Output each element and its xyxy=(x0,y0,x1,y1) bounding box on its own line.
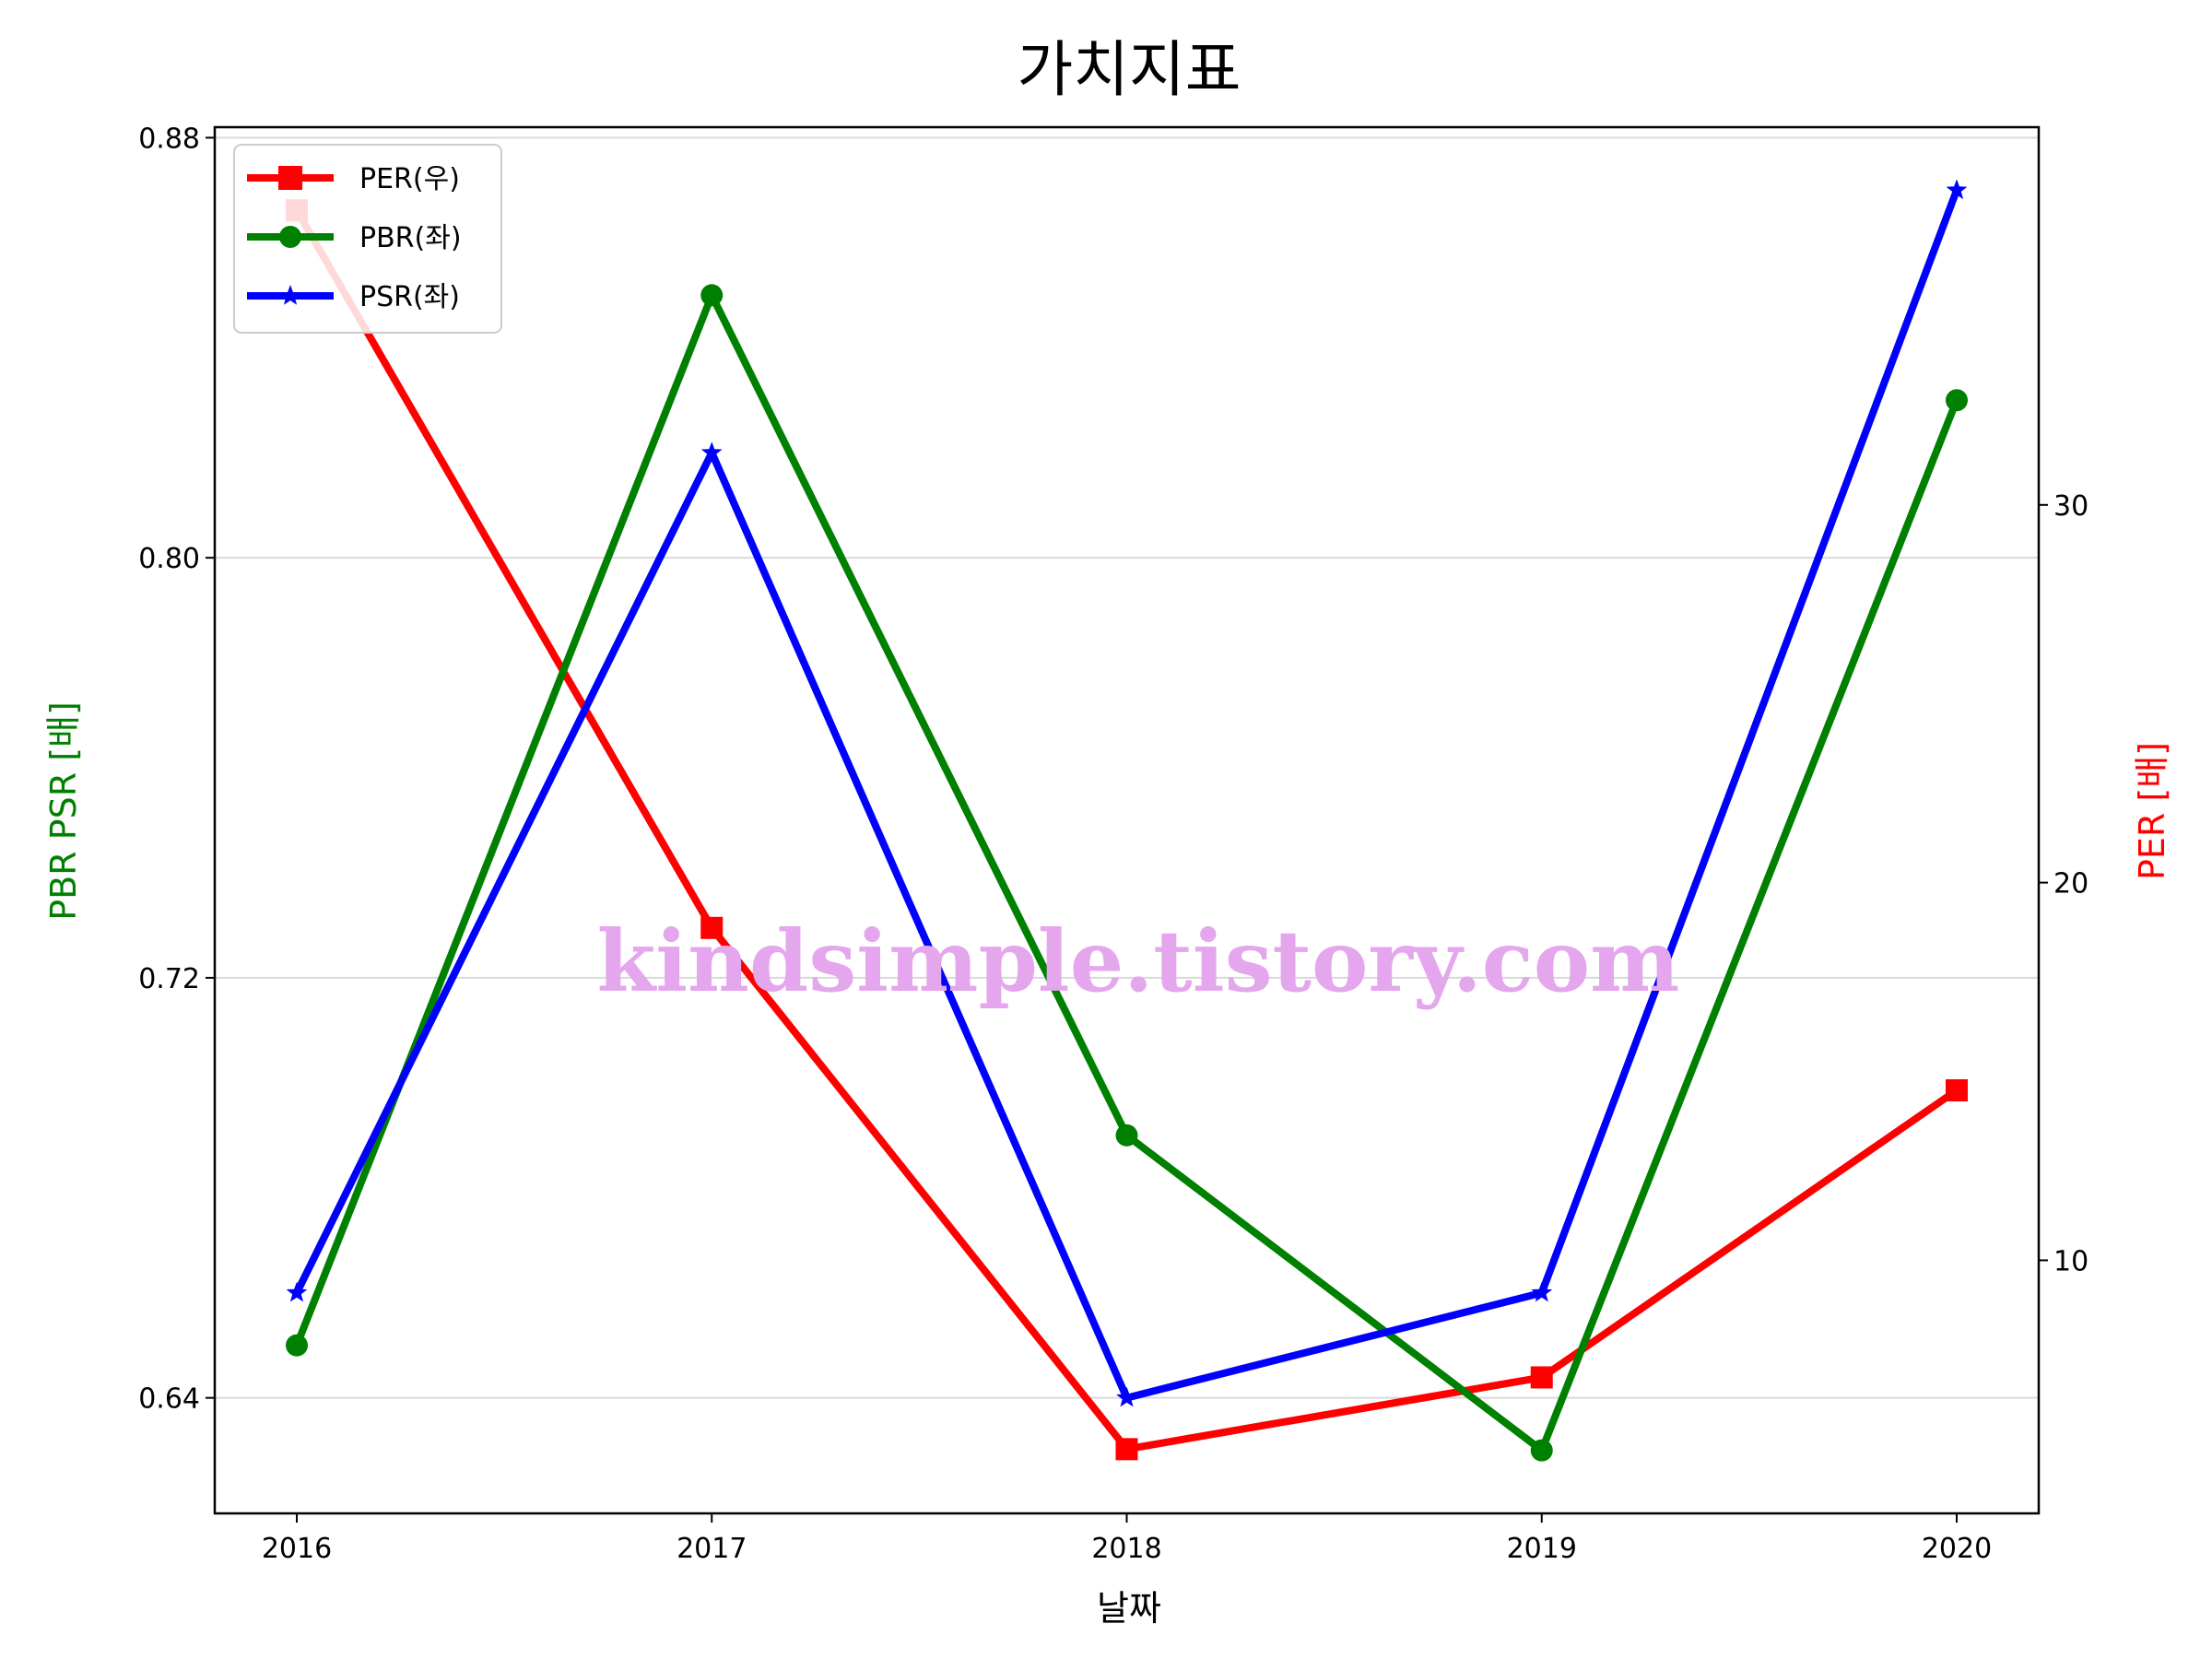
data-point-psr xyxy=(286,1281,308,1302)
y-left-tick-label: 0.80 xyxy=(138,543,200,575)
data-point-psr xyxy=(1531,1281,1553,1302)
series-layer xyxy=(286,179,1968,1462)
y-right-tick-label: 30 xyxy=(2053,490,2088,523)
x-tick-label: 2019 xyxy=(1507,1533,1577,1565)
plot-area-frame xyxy=(213,125,2041,1515)
data-point-per xyxy=(1530,1366,1553,1389)
data-point-per xyxy=(700,916,724,939)
legend-label-psr: PSR(좌) xyxy=(359,281,460,313)
legend-marker-pbr xyxy=(279,226,301,248)
data-point-psr xyxy=(1946,179,1968,200)
data-point-pbr xyxy=(1946,389,1968,412)
data-point-pbr xyxy=(286,1334,308,1357)
y-left-tick-label: 0.64 xyxy=(138,1383,200,1416)
x-axis-label: 날짜 xyxy=(1097,1588,1161,1629)
legend-marker-psr xyxy=(279,285,301,305)
legend-label-per: PER(우) xyxy=(359,163,460,195)
axis-ticks: 0.64 0.72 0.80 0.88 10 20 30 2016 2017 2018 2019 20… xyxy=(138,123,2088,1565)
y-right-tick-label: 20 xyxy=(2053,868,2088,900)
data-point-psr xyxy=(1116,1386,1137,1407)
legend-items: PER(우) PBR(좌) PSR(좌) xyxy=(247,163,462,313)
y-axis-left-label: PBR PSR [배] xyxy=(43,701,84,921)
data-point-per xyxy=(1115,1438,1138,1461)
data-point-per xyxy=(1946,1079,1968,1102)
data-point-pbr xyxy=(700,284,724,307)
y-left-tick-label: 0.72 xyxy=(138,963,200,995)
watermark-text: kindsimple.tistory.com xyxy=(596,912,1679,1011)
data-point-pbr xyxy=(1115,1124,1138,1147)
x-tick-label: 2020 xyxy=(1922,1533,1992,1565)
y-left-tick-label: 0.88 xyxy=(138,123,200,155)
legend-label-pbr: PBR(좌) xyxy=(359,222,462,254)
x-tick-label: 2018 xyxy=(1091,1533,1161,1565)
legend-marker-per xyxy=(278,166,302,190)
data-point-pbr xyxy=(1530,1439,1553,1462)
chart-title: 가치지표 xyxy=(1018,34,1241,105)
x-tick-label: 2017 xyxy=(677,1533,747,1565)
y-axis-right-label: PER [배] xyxy=(2132,742,2172,880)
grid-lines xyxy=(215,136,2039,1399)
x-tick-label: 2016 xyxy=(262,1533,332,1565)
data-point-psr xyxy=(700,441,723,462)
legend-box xyxy=(233,144,502,334)
series-psr xyxy=(286,179,1968,1407)
y-right-tick-label: 10 xyxy=(2053,1245,2088,1277)
series-pbr xyxy=(286,284,1968,1462)
legend: PER(우) PBR(좌) PSR(좌) xyxy=(233,144,502,334)
